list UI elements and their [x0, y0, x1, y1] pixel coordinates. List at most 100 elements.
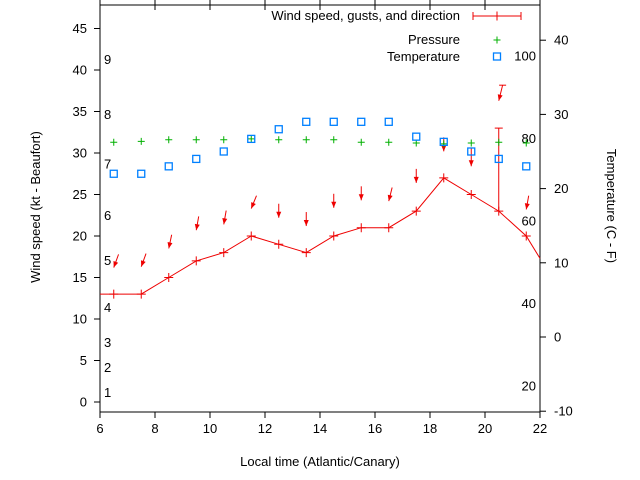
- wind-point-marker: [301, 248, 311, 258]
- beaufort-label: 9: [104, 52, 111, 67]
- wind-speed-line: [100, 177, 541, 295]
- plot-border: [99, 4, 541, 413]
- pressure-marker: [357, 138, 365, 146]
- y-right-axis-title: Temperature (C - F): [604, 148, 619, 264]
- wind-direction-arrow-head: [524, 203, 530, 210]
- beaufort-label: 3: [104, 335, 111, 350]
- pressure-marker: [220, 136, 228, 144]
- y-left-tick-label: 5: [80, 353, 87, 368]
- wind-direction-arrow-head: [441, 145, 447, 152]
- fahrenheit-label: 40: [522, 296, 536, 311]
- beaufort-label: 4: [104, 300, 111, 315]
- wind-direction-arrow-head: [331, 201, 337, 208]
- beaufort-label: 5: [104, 253, 111, 268]
- wind-direction-arrow-head: [387, 194, 393, 202]
- legend-label-temperature: Temperature: [387, 49, 460, 64]
- temperature-marker: [164, 162, 173, 171]
- fahrenheit-label: 100: [514, 49, 536, 64]
- pressure-marker: [275, 136, 283, 144]
- wind-point-marker: [136, 289, 146, 299]
- wind-point-marker: [246, 231, 256, 241]
- y-left-tick-label: 10: [73, 312, 87, 327]
- x-tick-label: 12: [258, 421, 272, 436]
- beaufort-label: 1: [104, 385, 111, 400]
- temperature-marker: [412, 132, 421, 141]
- x-tick-label: 22: [533, 421, 547, 436]
- temperature-marker: [247, 134, 256, 144]
- y-left-tick-label: 30: [73, 146, 87, 161]
- legend-wind-sample-marker: [492, 11, 502, 21]
- pressure-marker: [467, 139, 475, 147]
- temperature-marker: [109, 169, 118, 178]
- x-tick-label: 20: [478, 421, 492, 436]
- wind-direction-arrow-head: [194, 223, 200, 231]
- wind-direction-arrow-head: [413, 176, 419, 183]
- temperature-marker: [494, 154, 503, 164]
- x-tick-label: 6: [96, 421, 103, 436]
- temperature-marker: [329, 117, 338, 126]
- x-tick-label: 8: [151, 421, 158, 436]
- wind-point-marker: [274, 239, 284, 249]
- pressure-marker: [110, 138, 118, 146]
- wind-point-marker: [219, 248, 229, 258]
- legend-label-pressure: Pressure: [407, 32, 460, 47]
- wind-point-marker: [109, 289, 119, 299]
- wind-point-marker: [411, 206, 421, 216]
- wind-point-marker: [329, 231, 339, 241]
- pressure-marker: [302, 136, 310, 144]
- beaufort-label: 8: [104, 107, 111, 122]
- temperature-marker: [357, 117, 366, 126]
- y-right-tick-label: 40: [554, 33, 568, 48]
- beaufort-label: 2: [104, 360, 111, 375]
- wind-point-marker: [164, 273, 174, 282]
- wind-point-marker: [466, 190, 476, 199]
- wind-direction-arrow-head: [140, 260, 146, 267]
- y-left-axis-title: Wind speed (kt - Beaufort): [28, 131, 43, 283]
- x-tick-label: 16: [368, 421, 382, 436]
- wind-point-marker: [356, 223, 366, 233]
- pressure-marker: [247, 135, 255, 143]
- wind-point-marker: [521, 231, 531, 241]
- temperature-marker: [192, 154, 201, 164]
- legend-label-wind: Wind speed, gusts, and direction: [271, 8, 460, 23]
- pressure-marker: [522, 139, 530, 147]
- temperature-marker: [467, 147, 476, 156]
- wind-direction-arrow-head: [468, 160, 474, 167]
- x-axis-title: Local time (Atlantic/Canary): [240, 454, 400, 469]
- temperature-marker: [302, 117, 311, 126]
- temperature-marker: [219, 147, 228, 156]
- wind-direction-arrow-head: [251, 202, 256, 209]
- temperature-marker: [274, 125, 283, 134]
- y-left-tick-label: 15: [73, 270, 87, 285]
- y-right-tick-label: 0: [554, 330, 561, 345]
- temperature-marker: [137, 169, 146, 178]
- y-right-tick-label: 20: [554, 181, 568, 196]
- y-right-tick-label: 10: [554, 255, 568, 270]
- y-left-tick-label: 45: [73, 21, 87, 36]
- wind-direction-arrow-head: [276, 211, 282, 218]
- x-tick-label: 10: [203, 421, 217, 436]
- pressure-marker: [440, 140, 448, 148]
- wind-point-marker: [191, 256, 201, 266]
- wind-direction-arrow-head: [222, 218, 228, 225]
- wind-direction-arrow-head: [358, 194, 364, 201]
- y-left-tick-label: 0: [80, 395, 87, 410]
- beaufort-label: 6: [104, 208, 111, 223]
- y-left-tick-label: 25: [73, 187, 87, 202]
- legend-pressure-sample-marker: [493, 36, 501, 44]
- beaufort-label: 7: [104, 157, 111, 172]
- fahrenheit-label: 60: [522, 214, 536, 229]
- wind-point-marker: [439, 173, 449, 183]
- y-left-tick-label: 40: [73, 63, 87, 78]
- pressure-marker: [165, 136, 173, 144]
- wind-direction-arrow-head: [167, 242, 173, 249]
- legend-temperature-sample-marker: [492, 52, 502, 61]
- wind-direction-arrow-head: [303, 220, 309, 227]
- fahrenheit-label: 20: [522, 378, 536, 393]
- x-tick-label: 14: [313, 421, 327, 436]
- wind-direction-arrow-head: [113, 261, 119, 268]
- wind-point-marker: [384, 223, 394, 233]
- pressure-marker: [495, 138, 503, 146]
